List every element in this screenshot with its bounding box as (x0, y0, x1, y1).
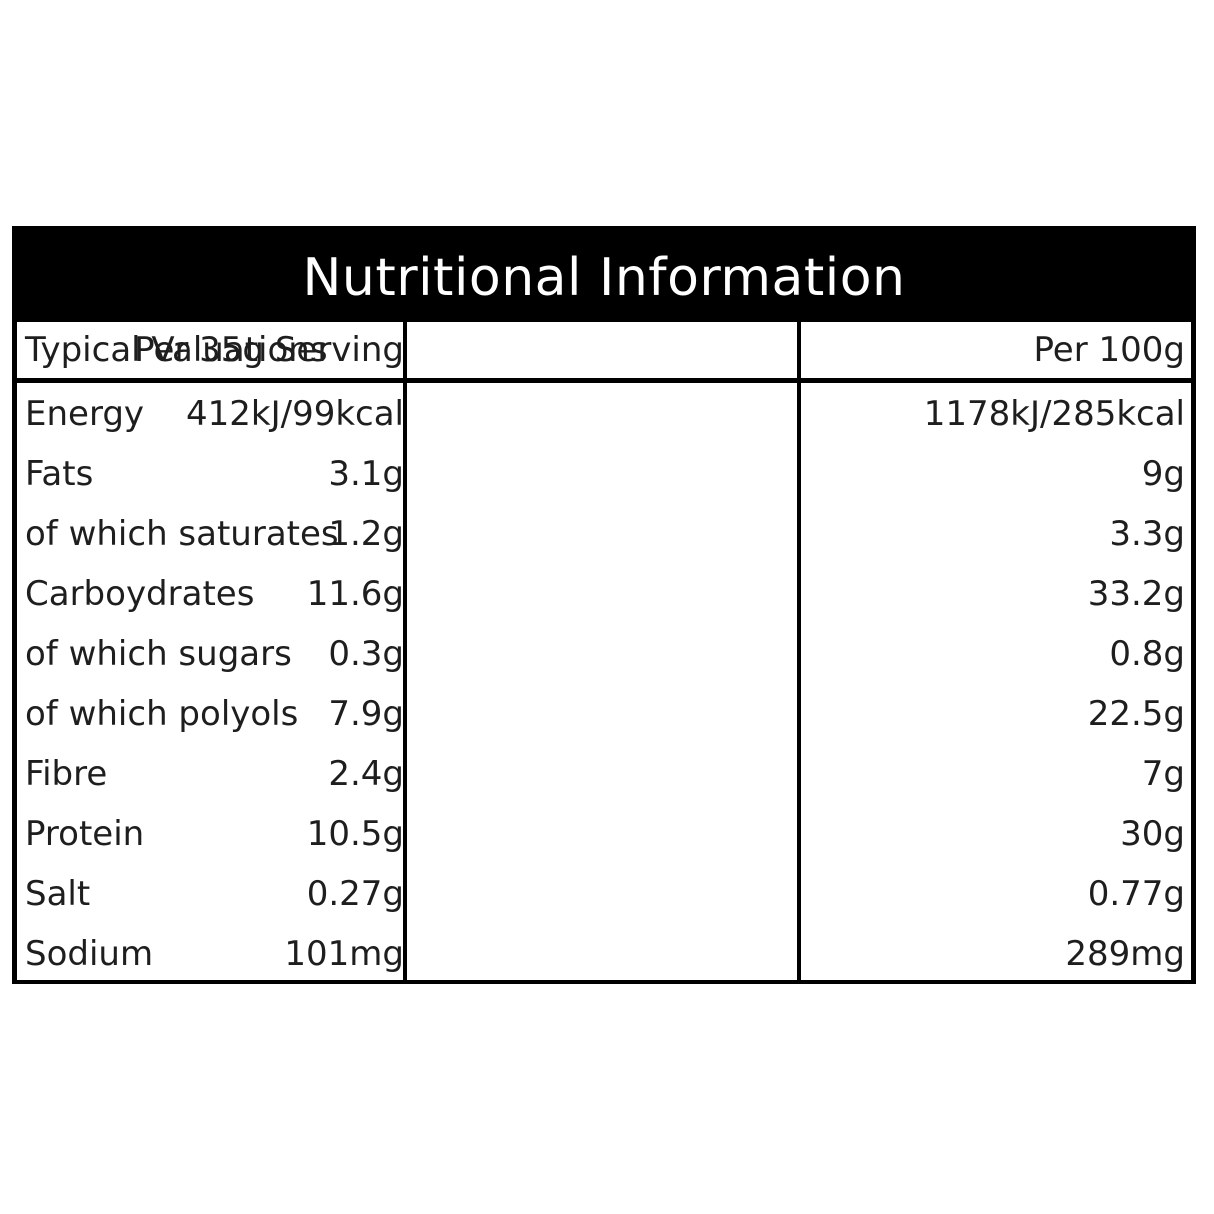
row-per-serving: 0.3g (328, 634, 404, 674)
row-per-100g: 1178kJ/285kcal (923, 394, 1185, 434)
row-per-serving: 412kJ/99kcal (186, 394, 404, 434)
row-per-100g: 0.77g (1087, 874, 1185, 914)
row-label: Energy (25, 394, 145, 434)
nutrition-table: Nutritional Information Typical Valuatio… (12, 226, 1196, 984)
header-per-serving: Per 35g Serving (134, 330, 404, 370)
row-per-100g: 30g (1120, 814, 1185, 854)
row-per-100g: 0.8g (1109, 634, 1185, 674)
row-per-serving: 3.1g (328, 454, 404, 494)
table-body: Typical Valuations Per 35g Serving Per 1… (17, 322, 1191, 980)
row-per-100g: 22.5g (1087, 694, 1185, 734)
row-per-100g: 9g (1141, 454, 1185, 494)
row-label: Carboydrates (25, 574, 255, 614)
column-divider (797, 322, 801, 980)
row-label: of which saturates (25, 514, 339, 554)
row-per-serving: 101mg (284, 934, 404, 974)
table-title: Nutritional Information (302, 248, 906, 308)
row-per-serving: 10.5g (306, 814, 404, 854)
row-label: of which polyols (25, 694, 299, 734)
row-per-100g: 33.2g (1087, 574, 1185, 614)
row-label: Protein (25, 814, 145, 854)
row-label: Salt (25, 874, 91, 914)
row-per-serving: 11.6g (306, 574, 404, 614)
row-label: Sodium (25, 934, 154, 974)
row-per-serving: 7.9g (328, 694, 404, 734)
row-label: Fats (25, 454, 94, 494)
row-per-100g: 289mg (1065, 934, 1185, 974)
row-label: Fibre (25, 754, 108, 794)
header-divider (17, 378, 1191, 383)
column-divider (403, 322, 407, 980)
header-typical-valuations: Typical Valuations (25, 330, 328, 370)
header-per-100g: Per 100g (1033, 330, 1185, 370)
row-per-serving: 0.27g (306, 874, 404, 914)
row-per-serving: 1.2g (328, 514, 404, 554)
row-label: of which sugars (25, 634, 292, 674)
row-per-serving: 2.4g (328, 754, 404, 794)
row-per-100g: 7g (1141, 754, 1185, 794)
row-per-100g: 3.3g (1109, 514, 1185, 554)
